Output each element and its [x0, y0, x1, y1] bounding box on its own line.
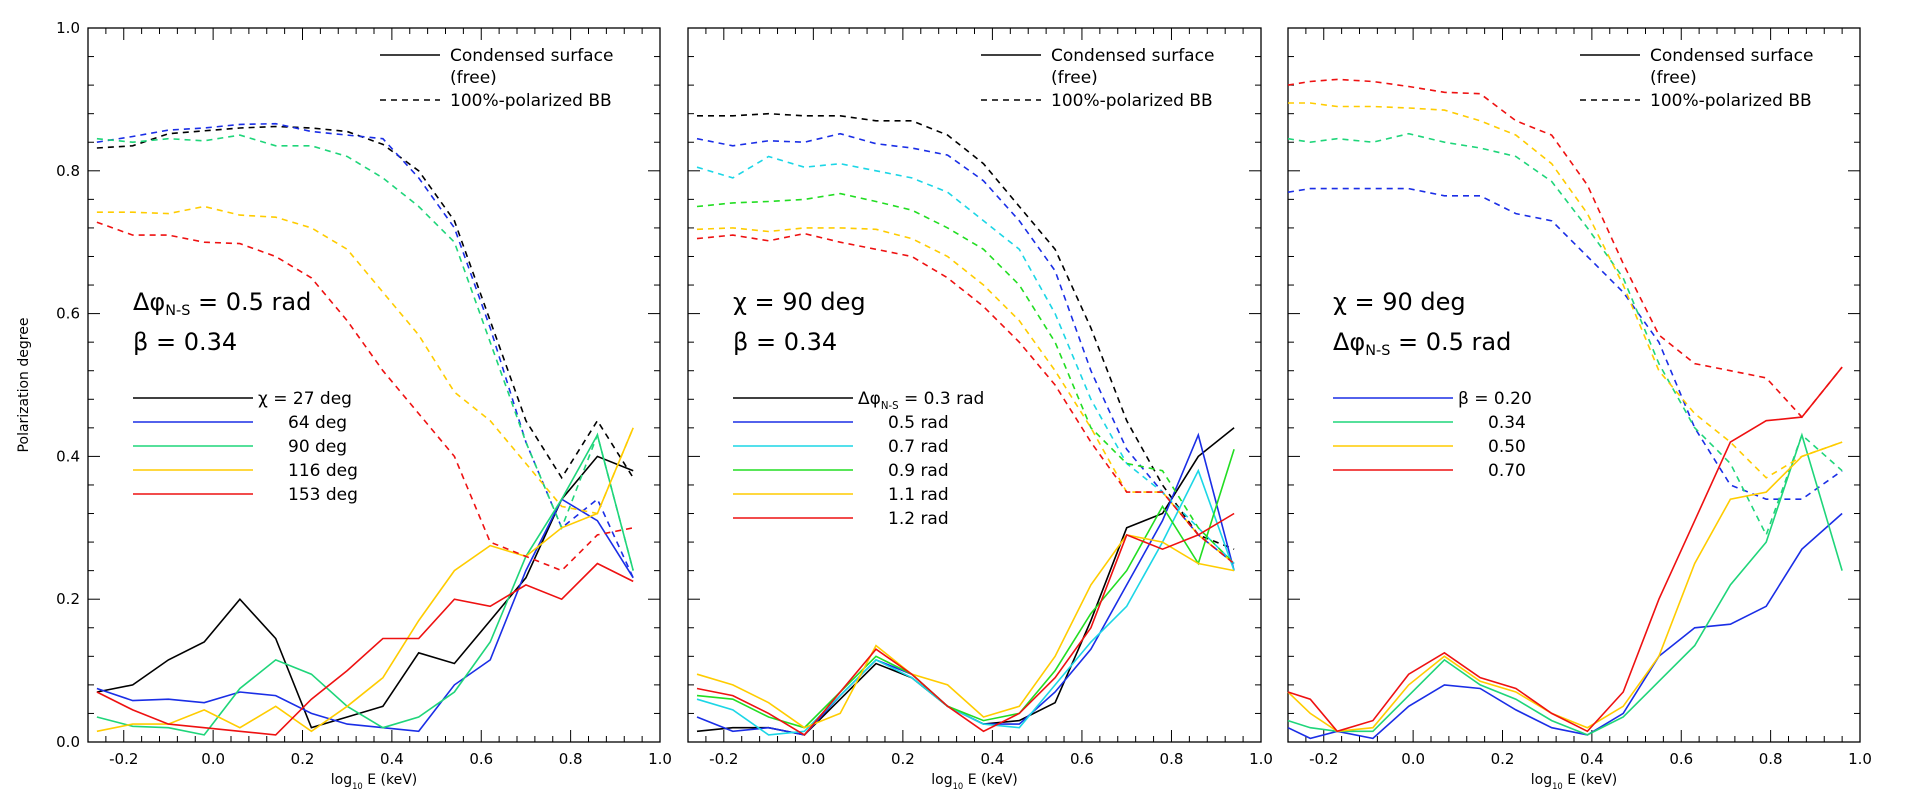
x-axis-label: log10 E (keV) — [931, 772, 1017, 791]
x-tick-label: 0.2 — [891, 750, 915, 768]
y-axis-label: Polarization degree — [16, 318, 32, 453]
x-tick-label: 1.0 — [648, 750, 672, 768]
series-solid-3 — [696, 468, 1235, 736]
style-legend-solid-label: Condensed surface — [1051, 46, 1214, 66]
legend-label-1: χ = 27 deg — [258, 389, 352, 409]
legend-label-3: 0.7 rad — [888, 437, 949, 457]
x-tick-label: 0.2 — [1491, 750, 1515, 768]
series-dashed-4 — [1287, 78, 1843, 419]
series-dashed-2 — [696, 132, 1235, 565]
x-tick-label: 0.8 — [1160, 750, 1184, 768]
legend-label-2: 64 deg — [288, 413, 347, 433]
x-tick-label: -0.2 — [109, 750, 138, 768]
x-tick-label: 0.4 — [980, 750, 1004, 768]
y-tick-label: 0.4 — [56, 447, 80, 465]
y-tick-label: 0.6 — [56, 305, 80, 323]
series-solid-4 — [696, 449, 1235, 729]
series-solid-2 — [1287, 432, 1843, 736]
legend-label-4: 0.70 — [1488, 461, 1526, 481]
x-tick-label: 0.0 — [1401, 750, 1425, 768]
x-tick-label: 0.4 — [1580, 750, 1604, 768]
x-tick-label: 0.6 — [1070, 750, 1094, 768]
legend-label-5: 153 deg — [288, 485, 358, 505]
series-dashed-3 — [1288, 102, 1843, 479]
axes-frame — [687, 27, 1262, 743]
legend-label-6: 1.2 rad — [888, 509, 949, 529]
x-axis-label: log10 E (keV) — [1531, 772, 1617, 791]
legend-label-4: 0.9 rad — [888, 461, 949, 481]
series-dashed-5 — [696, 227, 1235, 565]
series-solid-2 — [696, 432, 1235, 736]
series-dashed-6 — [696, 232, 1235, 565]
x-tick-label: 0.0 — [801, 750, 825, 768]
series-solid-4 — [1287, 366, 1843, 733]
series-dashed-3 — [696, 155, 1235, 565]
axes-frame — [1287, 27, 1861, 743]
style-legend-dashed-label: 100%-polarized BB — [1051, 91, 1213, 111]
series-solid-6 — [696, 512, 1235, 736]
legend-label-3: 90 deg — [288, 437, 347, 457]
x-tick-label: 0.8 — [559, 750, 583, 768]
style-legend-solid-label-2: (free) — [450, 68, 497, 88]
series-solid-5 — [96, 562, 634, 736]
series-dashed-3 — [96, 134, 634, 571]
style-legend-solid-label-2: (free) — [1051, 68, 1098, 88]
series-dashed-1 — [1287, 187, 1843, 501]
legend-label-4: 116 deg — [288, 461, 358, 481]
series-dashed-2 — [1287, 132, 1843, 537]
series-dashed-4 — [96, 205, 634, 515]
y-tick-label: 0.2 — [56, 590, 80, 608]
legend-label-1: ΔφN-S = 0.3 rad — [858, 389, 984, 412]
x-tick-label: 0.6 — [1669, 750, 1693, 768]
y-tick-label: 1.0 — [56, 19, 80, 37]
x-tick-label: 0.4 — [380, 750, 404, 768]
legend-label-2: 0.34 — [1488, 413, 1526, 433]
x-tick-label: 1.0 — [1249, 750, 1273, 768]
legend-label-5: 1.1 rad — [888, 485, 949, 505]
series-solid-4 — [96, 427, 634, 733]
y-tick-label: 0.8 — [56, 162, 80, 180]
panel-3: -0.2 0.0 0.2 0.4 0.6 0.8 1.0 log10 E (keV) Conde… — [1287, 27, 1872, 791]
panel-2: -0.2 0.0 0.2 0.4 0.6 0.8 1.0 log10 E (keV) Conde… — [687, 27, 1273, 791]
style-legend-dashed-label: 100%-polarized BB — [1650, 91, 1812, 111]
style-legend-solid-label: Condensed surface — [1650, 46, 1813, 66]
series-solid-1 — [1287, 512, 1843, 740]
x-tick-label: 1.0 — [1848, 750, 1872, 768]
x-tick-label: -0.2 — [1309, 750, 1338, 768]
param-annotation-2: β = 0.34 — [733, 328, 837, 356]
param-annotation-1: χ = 90 deg — [733, 288, 866, 316]
axes-frame — [87, 27, 661, 743]
param-annotation-2: β = 0.34 — [133, 328, 237, 356]
legend-label-1: β = 0.20 — [1458, 389, 1532, 409]
style-legend-solid-label: Condensed surface — [450, 46, 613, 66]
series-dashed-1 — [697, 112, 1235, 550]
series-solid-2 — [96, 498, 634, 733]
x-tick-label: 0.0 — [201, 750, 225, 768]
param-annotation-2: ΔφN-S = 0.5 rad — [1333, 328, 1511, 359]
param-annotation-1: ΔφN-S = 0.5 rad — [133, 288, 311, 319]
series-solid-1 — [96, 455, 634, 729]
style-legend-dashed-label: 100%-polarized BB — [450, 91, 612, 111]
x-tick-label: 0.2 — [291, 750, 315, 768]
legend-label-3: 0.50 — [1488, 437, 1526, 457]
x-tick-label: -0.2 — [709, 750, 738, 768]
x-axis-label: log10 E (keV) — [331, 772, 417, 791]
x-tick-label: 0.8 — [1759, 750, 1783, 768]
series-dashed-4 — [696, 192, 1235, 565]
style-legend-solid-label-2: (free) — [1650, 68, 1697, 88]
series-solid-3 — [96, 432, 634, 736]
series-solid-3 — [1287, 441, 1843, 733]
panel-1: -0.2 0.0 0.2 0.4 0.6 0.8 1.0 0.0 0.2 0.4 0.6 0.8 1.0… — [16, 19, 672, 791]
series-dashed-1 — [96, 125, 634, 480]
series-solid-5 — [696, 534, 1235, 729]
y-tick-label: 0.0 — [56, 733, 80, 751]
series-solid-1 — [696, 427, 1235, 736]
series-dashed-5 — [96, 221, 634, 572]
param-annotation-1: χ = 90 deg — [1333, 288, 1466, 316]
legend-label-2: 0.5 rad — [888, 413, 949, 433]
x-tick-label: 0.6 — [469, 750, 493, 768]
